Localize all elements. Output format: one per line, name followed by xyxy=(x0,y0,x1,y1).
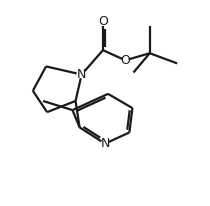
Text: N: N xyxy=(77,68,86,81)
Text: N: N xyxy=(100,137,110,150)
Text: O: O xyxy=(98,15,108,28)
Text: O: O xyxy=(120,54,130,67)
